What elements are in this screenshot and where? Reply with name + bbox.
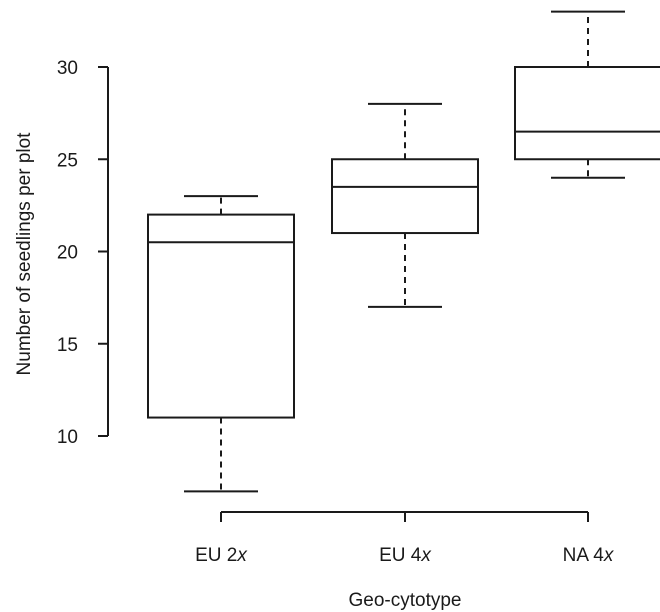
y-tick-label: 15: [57, 335, 78, 356]
x-axis-title: Geo-cytotype: [349, 590, 462, 611]
y-axis: 10 15 20 25 30: [57, 58, 109, 448]
x-axis: EU 2x EU 4x NA 4x: [195, 511, 615, 566]
y-tick-label: 10: [57, 427, 78, 448]
x-tick-label: NA 4x: [563, 545, 615, 566]
iqr-box: [514, 66, 660, 161]
y-tick-label: 25: [57, 150, 78, 171]
y-axis-title: Number of seedlings per plot: [14, 132, 35, 376]
plot-area: [147, 10, 660, 493]
iqr-box: [147, 213, 295, 419]
x-tick-label: EU 4x: [379, 545, 432, 566]
y-tick-label: 30: [57, 58, 78, 79]
box-group: [514, 10, 660, 179]
box-group: [331, 102, 479, 308]
iqr-box: [331, 158, 479, 235]
x-tick-label: EU 2x: [195, 545, 248, 566]
y-tick-label: 20: [57, 243, 78, 264]
box-group: [147, 195, 295, 493]
